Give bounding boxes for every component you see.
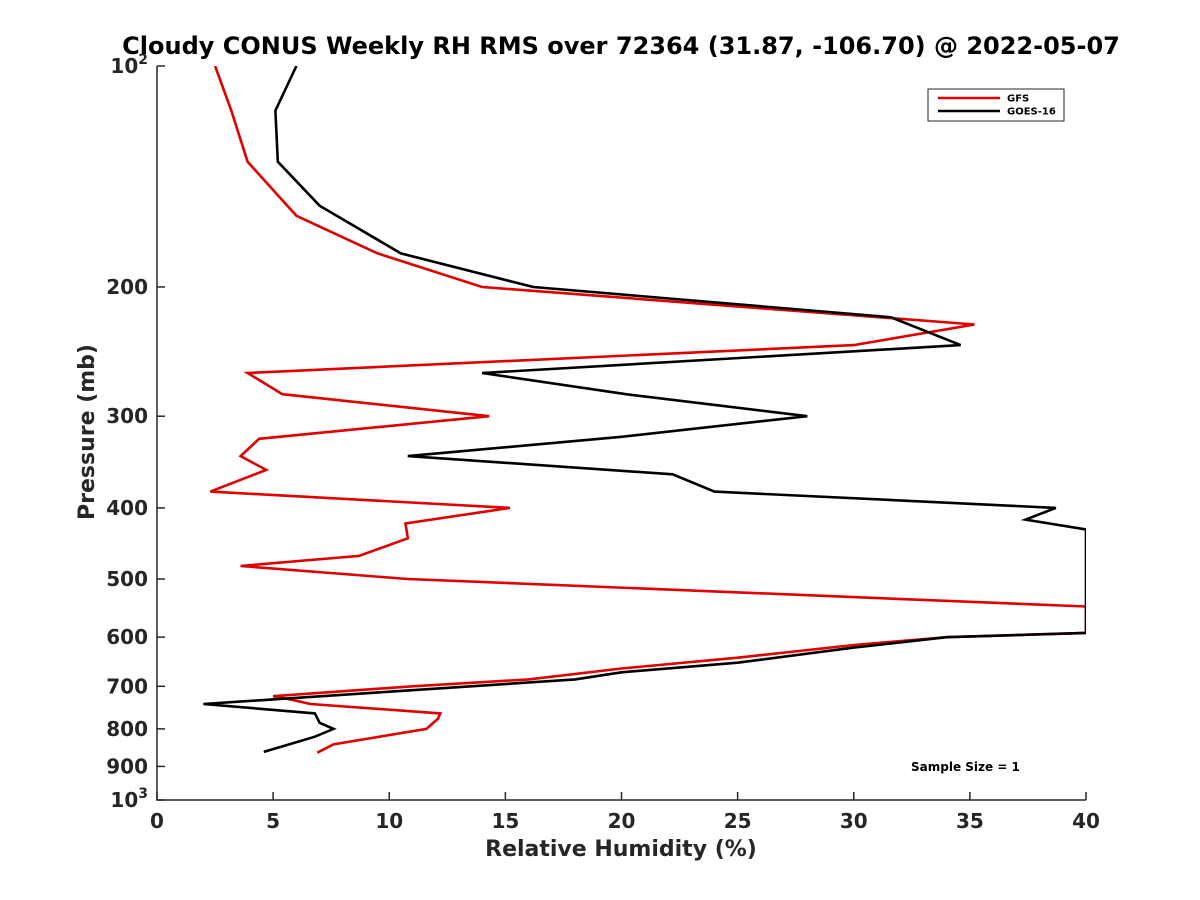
x-tick-label: 40 [1072,809,1100,833]
y-tick-label: 500 [106,567,148,591]
x-tick-label: 10 [375,809,403,833]
y-tick-label: 800 [106,717,148,741]
y-tick-label: 700 [106,674,148,698]
y-tick-label: 200 [106,275,148,299]
series-line-gfs [209,66,1086,754]
y-tick-base: 10 [110,788,138,812]
y-tick-label: 600 [106,625,148,649]
y-axis-label: Pressure (mb) [75,344,100,520]
x-tick-label: 30 [840,809,868,833]
legend-label: GFS [1007,94,1029,105]
plot-area [156,66,1086,801]
y-tick-exponent: 3 [138,786,148,802]
y-tick-label: 103 [110,786,148,812]
axes-frame [156,66,1086,801]
legend-box [927,88,1065,122]
x-tick-label: 20 [608,809,636,833]
y-tick-exponent: 2 [138,52,148,68]
y-tick-label: 102 [110,52,148,78]
x-tick-label: 25 [724,809,752,833]
y-tick-base: 10 [110,54,138,78]
x-tick-label: 5 [266,809,280,833]
x-tick-label: 15 [491,809,519,833]
legend-label: GOES-16 [1007,107,1056,118]
sample-size-annotation: Sample Size = 1 [911,760,1020,774]
series-layer [203,66,1086,754]
x-tick-label: 35 [956,809,984,833]
chart-title: Cloudy CONUS Weekly RH RMS over 72364 (3… [122,32,1120,60]
x-axis-label: Relative Humidity (%) [485,837,757,862]
y-tick-label: 300 [106,404,148,428]
y-tick-label: 900 [106,754,148,778]
x-tick-label: 0 [150,809,164,833]
legend: GFS GOES-16 [927,88,1065,122]
series-line-goes-16 [203,66,1086,754]
y-tick-label: 400 [106,496,148,520]
x-axis: 0 5 10 15 20 25 30 35 40 [150,792,1100,833]
